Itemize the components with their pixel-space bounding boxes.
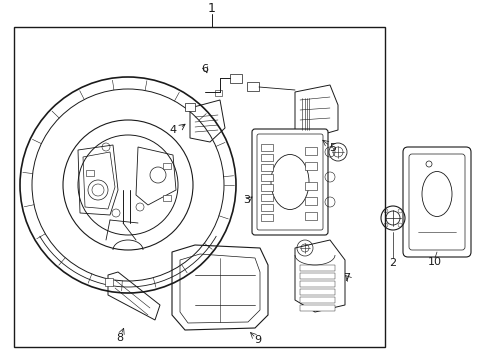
Bar bbox=[163, 163, 171, 169]
FancyBboxPatch shape bbox=[251, 129, 327, 235]
Bar bbox=[163, 195, 171, 201]
FancyBboxPatch shape bbox=[408, 154, 464, 250]
Text: 1: 1 bbox=[207, 3, 216, 15]
Bar bbox=[261, 184, 272, 191]
Bar bbox=[261, 214, 272, 221]
Bar bbox=[299, 289, 334, 295]
FancyBboxPatch shape bbox=[402, 147, 470, 257]
Text: 10: 10 bbox=[427, 257, 441, 267]
Bar bbox=[14, 27, 384, 347]
Text: 3: 3 bbox=[243, 195, 250, 205]
Bar bbox=[261, 164, 272, 171]
Text: 7: 7 bbox=[343, 273, 350, 283]
Bar bbox=[184, 103, 195, 111]
Bar bbox=[299, 305, 334, 311]
Bar bbox=[261, 174, 272, 181]
Text: 6: 6 bbox=[201, 64, 208, 74]
Bar bbox=[299, 281, 334, 287]
Bar bbox=[105, 278, 113, 286]
Bar bbox=[305, 182, 316, 190]
Bar bbox=[261, 144, 272, 151]
Text: 5: 5 bbox=[329, 143, 336, 153]
Bar bbox=[299, 273, 334, 279]
Bar bbox=[305, 212, 316, 220]
Bar bbox=[305, 162, 316, 170]
Bar bbox=[246, 82, 259, 91]
Text: 2: 2 bbox=[388, 258, 396, 268]
Bar bbox=[215, 90, 222, 96]
Bar bbox=[86, 170, 94, 176]
Bar bbox=[261, 204, 272, 211]
Bar bbox=[305, 147, 316, 155]
Text: 9: 9 bbox=[254, 335, 261, 345]
Text: 8: 8 bbox=[116, 333, 123, 343]
Bar bbox=[299, 297, 334, 303]
FancyBboxPatch shape bbox=[257, 134, 323, 230]
Bar bbox=[229, 74, 242, 83]
Text: 4: 4 bbox=[169, 125, 176, 135]
Bar bbox=[305, 197, 316, 205]
Bar bbox=[261, 154, 272, 161]
Bar bbox=[299, 265, 334, 271]
Bar bbox=[261, 194, 272, 201]
